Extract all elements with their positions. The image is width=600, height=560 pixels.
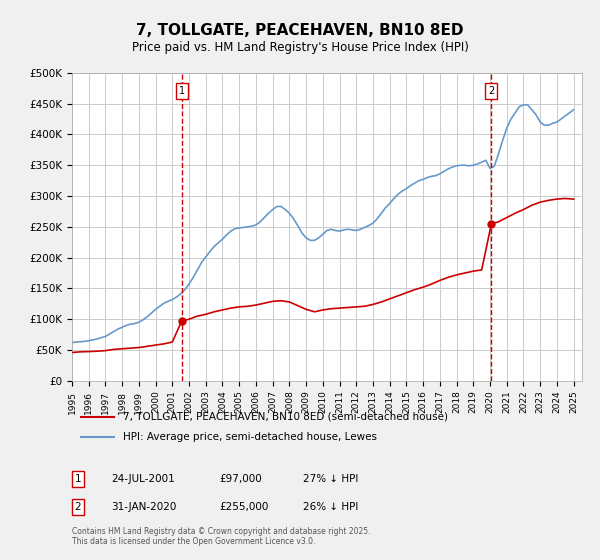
Text: 7, TOLLGATE, PEACEHAVEN, BN10 8ED (semi-detached house): 7, TOLLGATE, PEACEHAVEN, BN10 8ED (semi-… bbox=[123, 412, 448, 422]
Text: 2: 2 bbox=[74, 502, 82, 512]
Text: 1: 1 bbox=[74, 474, 82, 484]
Text: 7, TOLLGATE, PEACEHAVEN, BN10 8ED: 7, TOLLGATE, PEACEHAVEN, BN10 8ED bbox=[136, 24, 464, 38]
Text: 27% ↓ HPI: 27% ↓ HPI bbox=[303, 474, 358, 484]
Text: Contains HM Land Registry data © Crown copyright and database right 2025.
This d: Contains HM Land Registry data © Crown c… bbox=[72, 526, 371, 546]
Text: Price paid vs. HM Land Registry's House Price Index (HPI): Price paid vs. HM Land Registry's House … bbox=[131, 41, 469, 54]
Text: HPI: Average price, semi-detached house, Lewes: HPI: Average price, semi-detached house,… bbox=[123, 432, 377, 442]
Text: 26% ↓ HPI: 26% ↓ HPI bbox=[303, 502, 358, 512]
Text: 1: 1 bbox=[179, 86, 185, 96]
Text: 2: 2 bbox=[488, 86, 494, 96]
Text: 24-JUL-2001: 24-JUL-2001 bbox=[111, 474, 175, 484]
Text: 31-JAN-2020: 31-JAN-2020 bbox=[111, 502, 176, 512]
Text: £97,000: £97,000 bbox=[219, 474, 262, 484]
Text: £255,000: £255,000 bbox=[219, 502, 268, 512]
